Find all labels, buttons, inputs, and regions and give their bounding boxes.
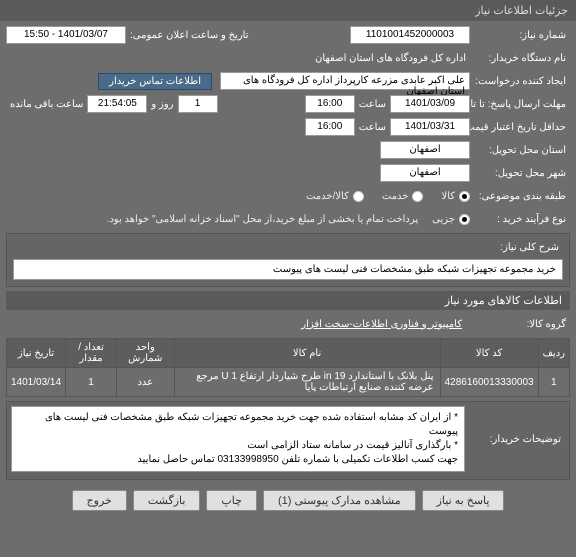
announce-value: 1401/03/07 - 15:50 [6, 26, 126, 44]
form-area: شماره نیاز: 1101001452000003 تاریخ و ساع… [0, 21, 576, 521]
city-label: شهر محل تحویل: [470, 166, 570, 181]
validity-time: 16:00 [305, 118, 355, 136]
buytype-group: جزیی [432, 214, 470, 225]
radio-goods[interactable] [459, 191, 470, 202]
validity-time-label: ساعت [355, 120, 390, 135]
requester-value: علی اکبر عابدی مزرعه کارپرداز اداره کل ف… [220, 72, 470, 90]
buyer-label: نام دستگاه خریدار: [470, 51, 570, 66]
deadline-date: 1401/03/09 [390, 95, 470, 113]
validity-date: 1401/03/31 [390, 118, 470, 136]
loc-label: استان محل تحویل: [470, 143, 570, 158]
remain-label: ساعت باقی مانده [6, 97, 87, 112]
buytype-label: نوع فرآیند خرید : [470, 212, 570, 227]
goods-section-title: اطلاعات کالاهای مورد نیاز [6, 291, 570, 310]
td-idx: 1 [538, 368, 569, 397]
attachments-button[interactable]: مشاهده مدارک پیوستی (1) [263, 490, 416, 511]
desc-text: خرید مجموعه تجهیزات شبکه طبق مشخصات فنی … [13, 259, 563, 280]
class-radio-group: کالا خدمت کالا/خدمت [306, 191, 470, 202]
class-label: طبقه بندی موضوعی: [470, 189, 570, 204]
th-unit: واحد شمارش [117, 339, 175, 368]
radio-both-label: کالا/خدمت [306, 191, 349, 202]
remain-value: 21:54:05 [87, 95, 147, 113]
th-idx: ردیف [538, 339, 569, 368]
need-no-label: شماره نیاز: [470, 28, 570, 43]
need-no-value: 1101001452000003 [350, 26, 470, 44]
validity-label: حداقل تاریخ اعتبار قیمت: تا تاریخ: [470, 120, 570, 135]
notes-text: * از ایران کد مشابه استفاده شده جهت خرید… [11, 406, 465, 472]
group-label: گروه کالا: [470, 317, 570, 332]
buytype-note: پرداخت تمام یا بخشی از مبلغ خرید،از محل … [107, 214, 419, 225]
td-code: 4286160013330003 [440, 368, 538, 397]
desc-section: شرح کلی نیاز: خرید مجموعه تجهیزات شبکه ط… [6, 233, 570, 287]
td-date: 1401/03/14 [7, 368, 66, 397]
td-name: پنل بلانک با استاندارد 19 in طرح شیاردار… [174, 368, 440, 397]
button-row: پاسخ به نیاز مشاهده مدارک پیوستی (1) چاپ… [6, 484, 570, 517]
days-value: 1 [178, 95, 218, 113]
radio-service-label: خدمت [382, 191, 409, 202]
contact-button[interactable]: اطلاعات تماس خریدار [98, 73, 212, 90]
main-panel: جزئیات اطلاعات نیاز شماره نیاز: 11010014… [0, 0, 576, 557]
radio-jozi[interactable] [459, 214, 470, 225]
print-button[interactable]: چاپ [206, 490, 257, 511]
radio-goods-label: کالا [441, 191, 455, 202]
notes-section: توضیحات خریدار: * از ایران کد مشابه استف… [6, 401, 570, 480]
panel-title: جزئیات اطلاعات نیاز [0, 0, 576, 21]
th-qty: تعداد / مقدار [66, 339, 117, 368]
table-header-row: ردیف کد کالا نام کالا واحد شمارش تعداد /… [7, 339, 570, 368]
requester-label: ایجاد کننده درخواست: [470, 74, 570, 89]
loc-value: اصفهان [380, 141, 470, 159]
group-value[interactable]: کامپیوتر و فناوری اطلاعات-سخت افزار [293, 315, 470, 334]
city-value: اصفهان [380, 164, 470, 182]
th-code: کد کالا [440, 339, 538, 368]
radio-both[interactable] [353, 191, 364, 202]
deadline-time: 16:00 [305, 95, 355, 113]
buyer-value: اداره کل فرودگاه های استان اصفهان [311, 51, 470, 66]
th-date: تاریخ نیاز [7, 339, 66, 368]
exit-button[interactable]: خروج [72, 490, 127, 511]
deadline-label: مهلت ارسال پاسخ: تا تاریخ: [470, 97, 570, 112]
th-name: نام کالا [174, 339, 440, 368]
announce-label: تاریخ و ساعت اعلان عمومی: [126, 28, 253, 43]
goods-table: ردیف کد کالا نام کالا واحد شمارش تعداد /… [6, 338, 570, 397]
desc-title: شرح کلی نیاز: [13, 240, 563, 255]
td-qty: 1 [66, 368, 117, 397]
back-button[interactable]: بازگشت [133, 490, 201, 511]
radio-service[interactable] [412, 191, 423, 202]
radio-jozi-label: جزیی [432, 214, 455, 225]
reply-button[interactable]: پاسخ به نیاز [422, 490, 505, 511]
days-label: روز و [147, 97, 177, 112]
table-row: 1 4286160013330003 پنل بلانک با استاندار… [7, 368, 570, 397]
notes-label: توضیحات خریدار: [465, 432, 565, 447]
deadline-time-label: ساعت [355, 97, 390, 112]
td-unit: عدد [117, 368, 175, 397]
